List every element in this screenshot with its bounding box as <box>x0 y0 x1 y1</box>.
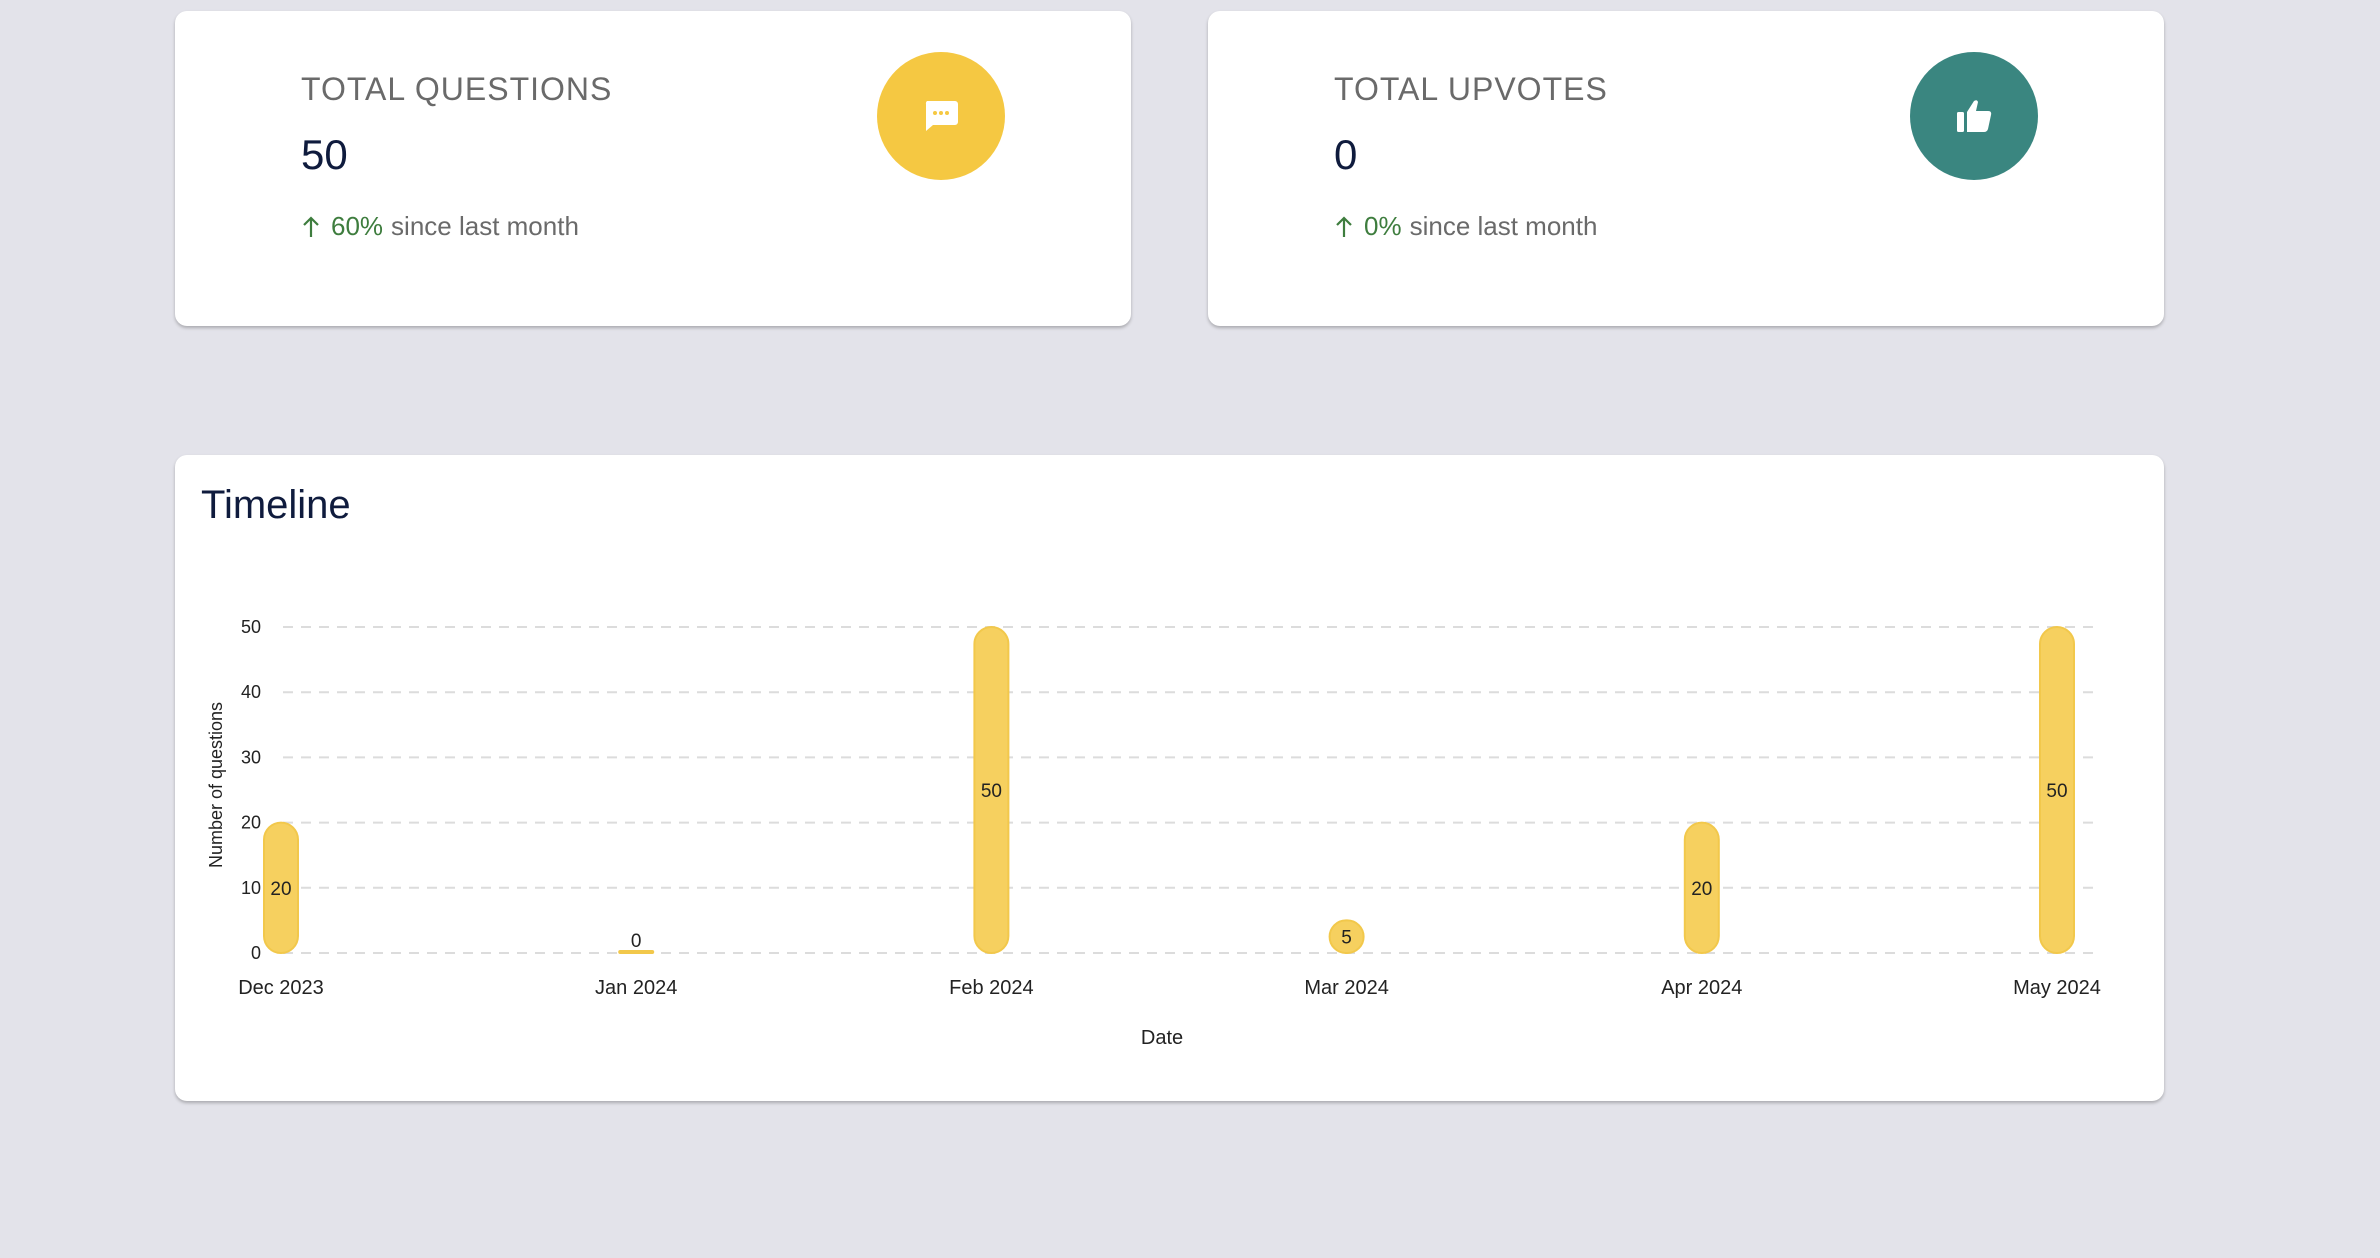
timeline-chart: 0 10 20 30 40 50 20 Dec 2023 0 Jan 2024 50 Feb 2024… <box>206 617 2101 1049</box>
total-upvotes-title: TOTAL UPVOTES <box>1334 71 1608 107</box>
arrow-up-icon <box>1336 215 1352 237</box>
bar-value-label: 20 <box>1691 879 1712 900</box>
x-tick-label: Apr 2024 <box>1661 977 1742 999</box>
bar-value-label: 50 <box>2046 781 2067 802</box>
x-tick-label: Feb 2024 <box>949 977 1034 999</box>
total-questions-title: TOTAL QUESTIONS <box>301 71 613 107</box>
bar <box>1328 919 1365 954</box>
bar <box>618 950 655 954</box>
thumbs-up-icon <box>1910 52 2038 180</box>
bar <box>1683 821 1720 954</box>
x-tick-label: May 2024 <box>2013 977 2101 999</box>
bar-value-label: 20 <box>270 879 291 900</box>
x-tick-label: Jan 2024 <box>595 977 677 999</box>
trend-text: since last month <box>1409 211 1598 241</box>
bar-value-label: 0 <box>631 931 642 952</box>
bar <box>2039 626 2075 954</box>
y-axis-title: Number of questions <box>206 702 226 868</box>
total-upvotes-value: 0 <box>1334 131 1358 178</box>
arrow-up-icon <box>303 215 319 237</box>
total-questions-card: TOTAL QUESTIONS 50 60% since last month <box>175 11 1131 326</box>
trend-percent: 0% <box>1364 211 1402 241</box>
trend-text: since last month <box>391 211 579 241</box>
total-questions-value: 50 <box>301 131 348 178</box>
x-tick-label: Dec 2023 <box>238 977 324 999</box>
x-tick-label: Mar 2024 <box>1304 977 1389 999</box>
chat-bubble-icon <box>877 52 1005 180</box>
y-tick-label: 20 <box>241 813 261 833</box>
y-tick-label: 10 <box>241 878 261 898</box>
y-tick-label: 40 <box>241 682 261 702</box>
x-axis-title: Date <box>1141 1027 1183 1049</box>
timeline-title: Timeline <box>201 483 351 527</box>
total-questions-trend: 60% since last month <box>301 211 579 242</box>
y-tick-label: 50 <box>241 617 261 637</box>
y-tick-label: 30 <box>241 747 261 767</box>
y-tick-label: 0 <box>251 943 261 963</box>
trend-percent: 60% <box>331 211 384 241</box>
timeline-card: Timeline 0 10 20 30 40 50 20 Dec 2023 0 Jan 2024 5… <box>175 455 2164 1101</box>
bar <box>263 821 299 954</box>
total-upvotes-card: TOTAL UPVOTES 0 0% since last month <box>1208 11 2164 326</box>
total-upvotes-trend: 0% since last month <box>1334 211 1597 242</box>
bar <box>973 626 1010 954</box>
bar-value-label: 5 <box>1341 928 1352 949</box>
bar-value-label: 50 <box>981 781 1002 802</box>
